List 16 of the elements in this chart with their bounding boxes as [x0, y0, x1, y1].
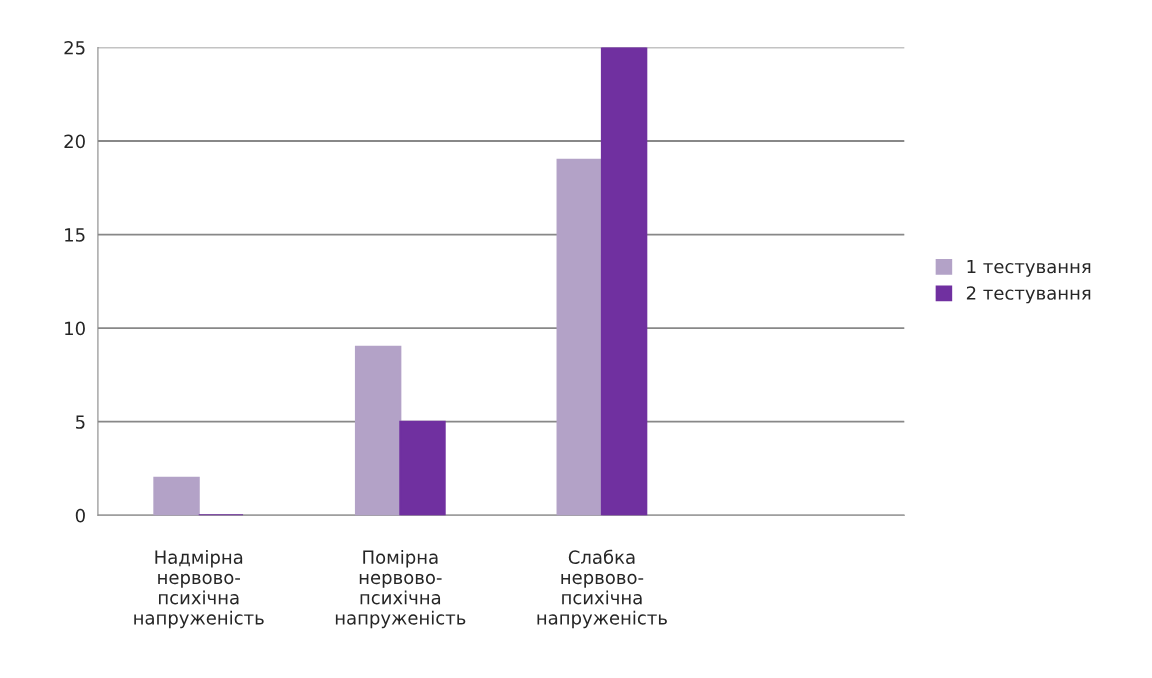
bar	[600, 47, 648, 516]
y-tick-label: 20	[64, 134, 85, 149]
bar	[399, 420, 446, 516]
x-tick-label: Слабка нервово-психічна напруженість	[537, 549, 667, 629]
x-tick-label: Помірна нервово-психічна напруженість	[335, 550, 466, 629]
y-tick-label: 15	[65, 228, 85, 242]
bar	[556, 158, 603, 516]
legend-label: 1 тестування	[967, 259, 1091, 277]
bar	[354, 345, 402, 516]
legend-label: 2 тестування	[966, 286, 1091, 304]
bar	[153, 476, 200, 516]
y-tick-label: 0	[75, 508, 85, 523]
y-tick-label: 25	[64, 40, 85, 55]
y-tick-label: 10	[65, 321, 85, 336]
x-tick-label: Надмірна нервово-психічна напруженість	[134, 550, 264, 629]
y-tick-label: 5	[76, 415, 85, 429]
